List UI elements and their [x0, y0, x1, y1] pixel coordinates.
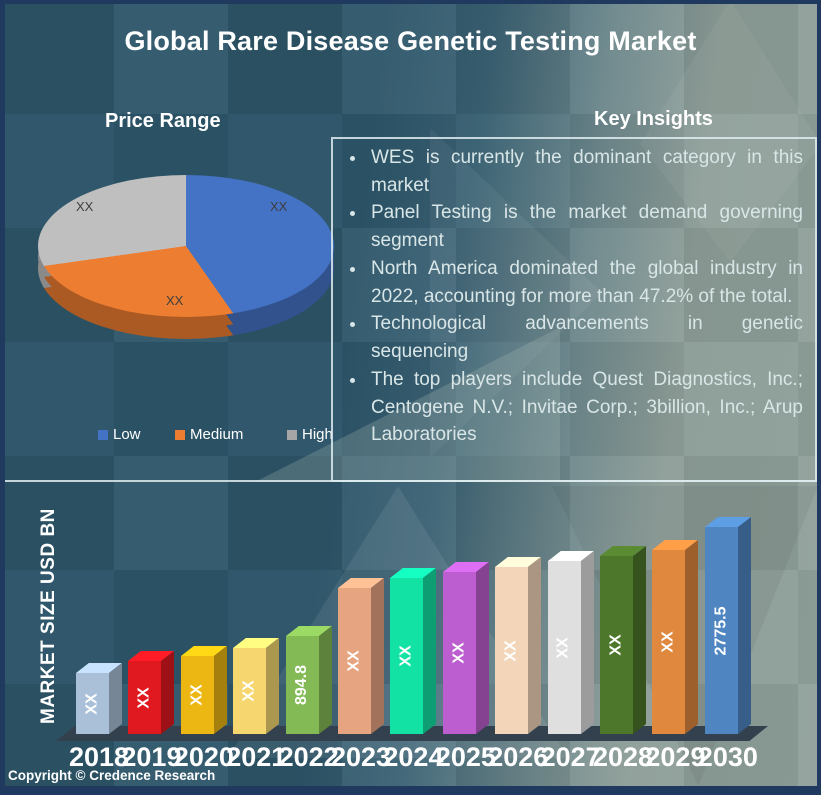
bar-2024: XX: [390, 567, 437, 734]
bar-value-text: XX: [502, 639, 520, 662]
bar-2027: XX: [547, 550, 594, 734]
bar-side-face: [213, 645, 227, 734]
bar-value-text: XX: [135, 686, 153, 709]
pie-chart-title: Price Range: [105, 110, 221, 132]
bar-2028: XX: [600, 545, 646, 734]
x-axis-tick-2026: 2026: [488, 742, 549, 772]
frame-border-top: [0, 0, 821, 4]
bar-value-text: 894.8: [293, 664, 311, 706]
bar-value-label: XX: [548, 561, 581, 734]
bar-value-label: XX: [181, 656, 214, 734]
insight-item: Panel Testing is the market demand gover…: [367, 199, 803, 254]
legend-label: Low: [113, 426, 141, 443]
frame-border-right: [817, 0, 821, 795]
frame-border-left: [0, 0, 5, 795]
bar-value-text: XX: [607, 634, 625, 656]
x-axis-tick-2023: 2023: [331, 742, 392, 772]
bar-2021: XX: [233, 637, 280, 734]
bar-2019: XX: [128, 650, 175, 734]
bar-side-face: [423, 567, 437, 734]
bar-value-text: XX: [450, 642, 468, 664]
x-axis-tick-2018: 2018: [69, 742, 130, 772]
bar-value-label: XX: [652, 550, 685, 734]
legend-label: Medium: [190, 426, 244, 443]
bar-value-text: XX: [240, 680, 258, 702]
pie-slice-label-high: XX: [76, 199, 94, 214]
section-divider-line: [0, 480, 821, 482]
pie-slice-label-low: XX: [270, 199, 288, 214]
x-axis-tick-2024: 2024: [383, 742, 444, 772]
bar-value-label: XX: [600, 556, 633, 734]
x-axis-tick-2019: 2019: [121, 742, 182, 772]
x-axis-tick-2027: 2027: [540, 742, 601, 772]
insights-list: WES is currently the dominant category i…: [343, 144, 803, 449]
bar-value-label: XX: [233, 648, 266, 734]
legend-swatch: [287, 429, 297, 440]
insights-title: Key Insights: [594, 108, 713, 130]
insight-item: North America dominated the global indus…: [367, 255, 803, 310]
bar-side-face: [161, 650, 175, 734]
bar-value-text: XX: [188, 684, 206, 706]
x-axis-tick-2021: 2021: [226, 742, 287, 772]
legend-item-medium: Medium: [175, 426, 243, 443]
pie-slice-label-medium: XX: [166, 293, 184, 308]
legend-item-high: High: [287, 426, 333, 443]
bar-side-face: [318, 625, 332, 734]
frame-border-bottom: [0, 786, 821, 795]
bar-2029: XX: [652, 539, 699, 734]
bar-side-face: [528, 556, 542, 734]
copyright-text: Copyright © Credence Research: [8, 768, 216, 783]
bar-2026: XX: [495, 556, 542, 734]
bar-side-face: [737, 516, 751, 734]
bar-value-text: XX: [555, 636, 573, 659]
bar-value-text: XX: [345, 650, 363, 672]
bar-value-label: XX: [128, 661, 161, 734]
legend-swatch: [98, 429, 108, 440]
bar-side-face: [685, 539, 699, 734]
pie-chart: XX XX XX: [38, 175, 334, 339]
bar-side-face: [475, 561, 489, 734]
bar-2022: 894.8: [285, 625, 332, 734]
bar-2020: XX: [180, 645, 227, 734]
bar-side-face: [633, 545, 646, 734]
insight-item: Technological advancements in genetic se…: [367, 310, 803, 365]
bar-value-label: XX: [76, 673, 109, 734]
bar-value-text: XX: [397, 645, 415, 667]
bar-value-text: XX: [659, 631, 677, 653]
legend-item-low: Low: [98, 426, 141, 443]
bar-value-text: XX: [83, 692, 101, 715]
x-axis-tick-2020: 2020: [173, 742, 234, 772]
bar-value-text: 2775.5: [712, 606, 730, 655]
page-title: Global Rare Disease Genetic Testing Mark…: [124, 26, 697, 56]
bar-side-face: [371, 577, 384, 734]
pie-top-face: [38, 175, 334, 317]
x-axis-tick-2030: 2030: [697, 742, 758, 772]
legend-swatch: [175, 429, 185, 440]
bar-chart-y-axis-label: MARKET SIZE USD BN: [38, 508, 59, 724]
bar-value-label: 2775.5: [705, 527, 738, 734]
legend-label: High: [302, 426, 333, 443]
bar-value-label: XX: [495, 567, 528, 734]
bar-2023: XX: [338, 577, 384, 734]
x-axis-tick-2022: 2022: [278, 742, 339, 772]
bar-2018: XX: [76, 662, 122, 734]
bar-side-face: [109, 662, 122, 734]
bar-value-label: XX: [443, 572, 476, 734]
x-axis-tick-2028: 2028: [593, 742, 654, 772]
bar-value-label: XX: [390, 578, 423, 734]
x-axis-tick-2029: 2029: [645, 742, 706, 772]
x-axis-tick-2025: 2025: [435, 742, 496, 772]
bar-side-face: [266, 637, 280, 734]
insight-item: WES is currently the dominant category i…: [367, 144, 803, 199]
bar-2025: XX: [442, 561, 489, 734]
bar-2030: 2775.5: [704, 516, 751, 734]
bar-side-face: [580, 550, 594, 734]
bar-value-label: XX: [338, 588, 371, 734]
insight-item: The top players include Quest Diagnostic…: [367, 366, 803, 449]
insights-box: WES is currently the dominant category i…: [331, 137, 817, 482]
bar-value-label: 894.8: [286, 636, 319, 734]
